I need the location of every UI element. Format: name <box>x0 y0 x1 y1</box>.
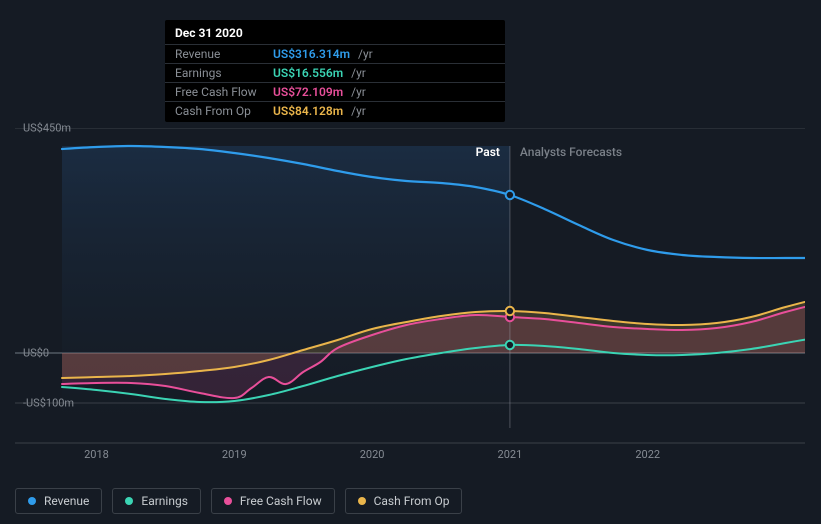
tooltip-label: Cash From Op <box>175 104 265 118</box>
tooltip-row: Revenue US$316.314m/yr <box>165 44 505 63</box>
x-axis-label: 2018 <box>84 448 109 461</box>
tooltip-label: Earnings <box>175 66 265 80</box>
legend-dot <box>224 497 232 505</box>
tooltip-row: Earnings US$16.556m/yr <box>165 63 505 82</box>
tooltip-unit: /yr <box>351 85 366 99</box>
tooltip-date: Dec 31 2020 <box>165 26 505 44</box>
tooltip-value: US$16.556m <box>273 66 343 80</box>
tooltip-row: Free Cash Flow US$72.109m/yr <box>165 82 505 101</box>
legend-label: Revenue <box>44 494 89 508</box>
legend-dot <box>358 497 366 505</box>
tooltip-unit: /yr <box>358 47 373 61</box>
tooltip-value: US$72.109m <box>273 85 343 99</box>
tooltip-unit: /yr <box>351 66 366 80</box>
y-axis-label: US$450m <box>23 122 71 135</box>
x-axis-label: 2019 <box>222 448 247 461</box>
legend-item-free-cash-flow[interactable]: Free Cash Flow <box>211 488 335 514</box>
legend-item-earnings[interactable]: Earnings <box>112 488 201 514</box>
svg-text:Past: Past <box>476 145 500 159</box>
tooltip-unit: /yr <box>351 104 366 118</box>
y-axis-label: US$0 <box>23 347 49 360</box>
chart-legend: Revenue Earnings Free Cash Flow Cash From O… <box>15 488 462 514</box>
tooltip-label: Free Cash Flow <box>175 85 265 99</box>
legend-label: Cash From Op <box>374 494 450 508</box>
legend-item-cash-from-op[interactable]: Cash From Op <box>345 488 463 514</box>
x-axis-label: 2020 <box>360 448 385 461</box>
legend-item-revenue[interactable]: Revenue <box>15 488 102 514</box>
x-axis-labels: 2018 2019 2020 2021 2022 <box>15 448 805 468</box>
x-axis-label: 2022 <box>635 448 660 461</box>
legend-label: Free Cash Flow <box>240 494 322 508</box>
financials-chart[interactable]: Past Analysts Forecasts <box>15 128 805 448</box>
legend-label: Earnings <box>141 494 188 508</box>
legend-dot <box>28 497 36 505</box>
tooltip-row: Cash From Op US$84.128m/yr <box>165 101 505 120</box>
legend-dot <box>125 497 133 505</box>
chart-tooltip: Dec 31 2020 RevenueUS$316.314m/yrEarning… <box>165 20 505 122</box>
x-axis-label: 2021 <box>498 448 523 461</box>
y-axis-label: -US$100m <box>23 397 74 410</box>
svg-text:Analysts Forecasts: Analysts Forecasts <box>520 145 622 159</box>
tooltip-label: Revenue <box>175 47 265 61</box>
tooltip-value: US$316.314m <box>273 47 350 61</box>
tooltip-value: US$84.128m <box>273 104 343 118</box>
